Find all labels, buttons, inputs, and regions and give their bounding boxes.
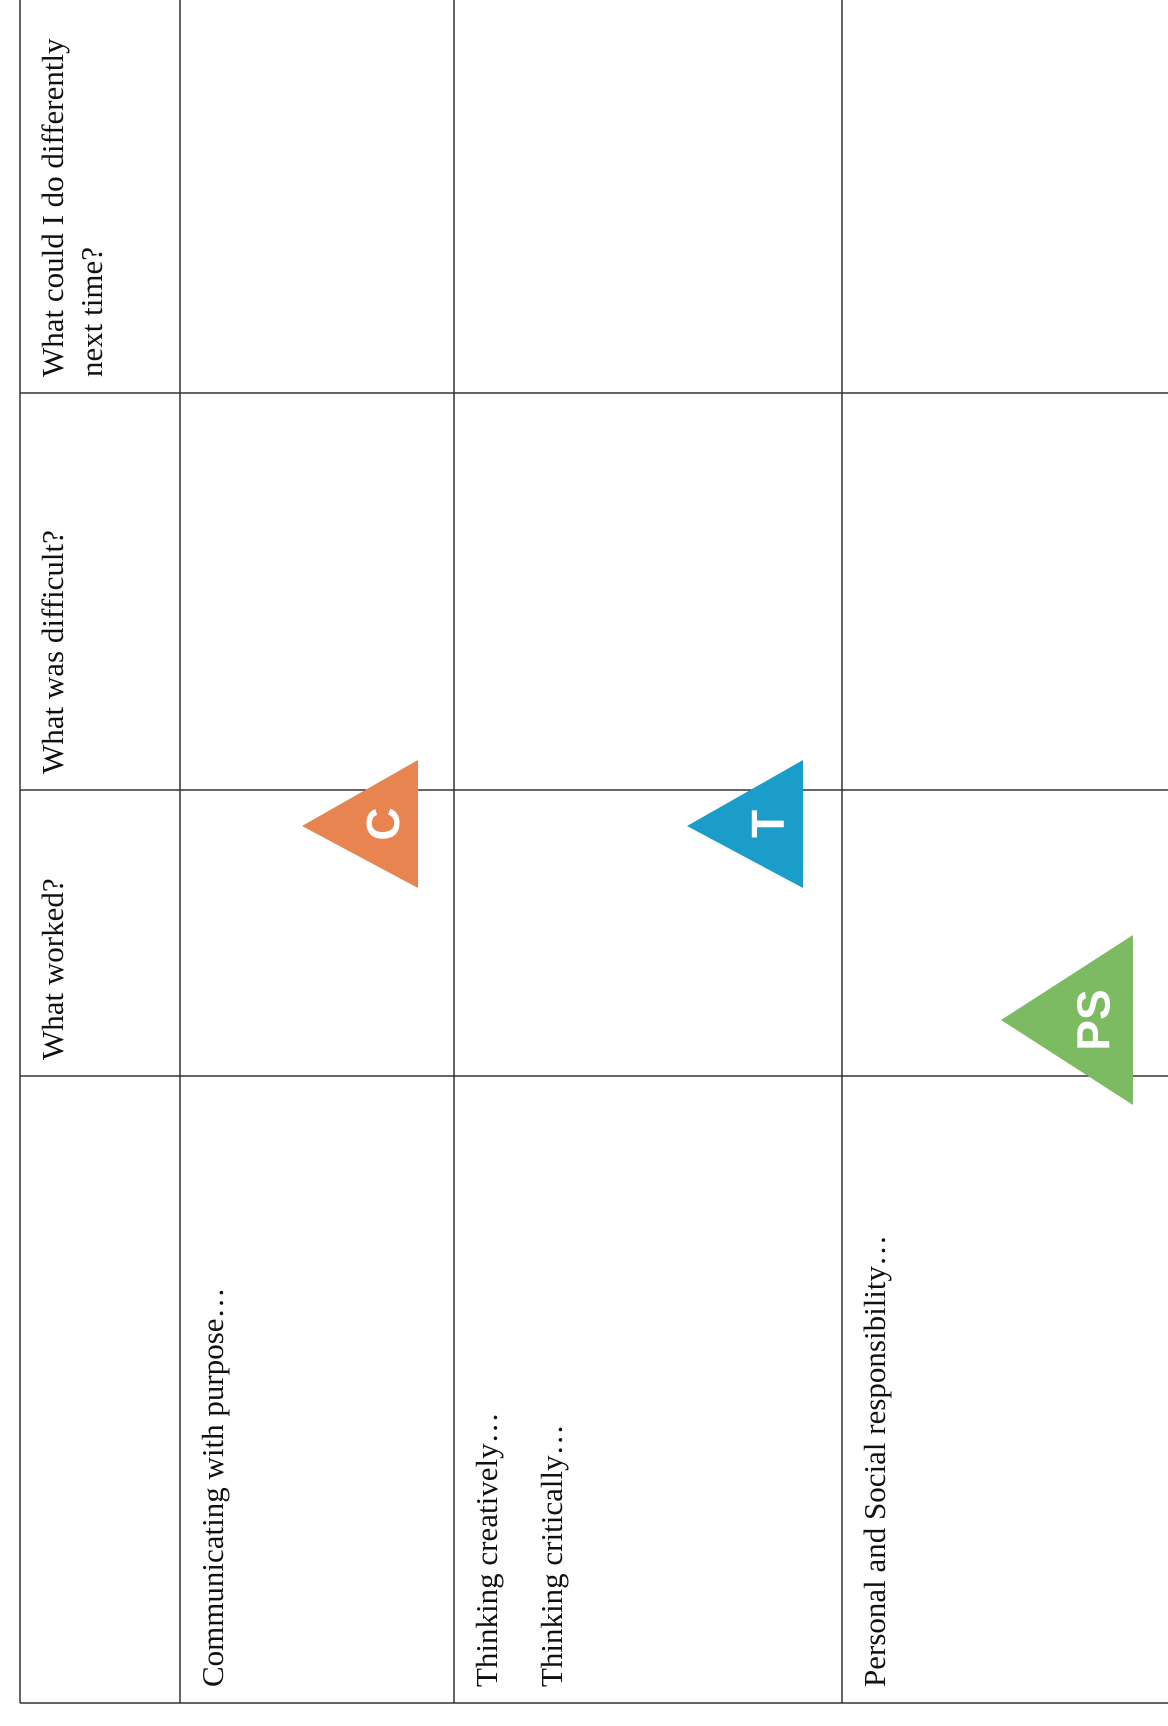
badge-letter: T: [742, 810, 794, 838]
badge-triangle: [1001, 935, 1133, 1105]
row-label-cell: Communicating with purpose…: [180, 1076, 454, 1703]
header-text: What was difficult?: [35, 530, 70, 774]
header-cell: What worked?: [20, 790, 180, 1076]
row-label: Thinking critically…: [533, 1424, 569, 1687]
row-label-cell: Thinking creatively… Thinking critically…: [454, 1076, 842, 1703]
header-cell: What could I do differently next time?: [20, 0, 180, 393]
badge-letter: C: [357, 807, 409, 840]
header-cell: What was difficult?: [20, 393, 180, 790]
badge-letter: PS: [1067, 989, 1119, 1050]
badge-triangle: [302, 760, 418, 888]
row-label-cell: Personal and Social responsibility…: [842, 1076, 1168, 1703]
header-text: What could I do differently next time?: [35, 38, 109, 377]
badge-triangle: [687, 760, 803, 888]
row-label: Personal and Social responsibility…: [857, 1234, 892, 1687]
row-label: Communicating with purpose…: [195, 1287, 230, 1687]
row-label: Thinking creatively…: [469, 1412, 504, 1687]
header-text: What worked?: [35, 878, 70, 1060]
